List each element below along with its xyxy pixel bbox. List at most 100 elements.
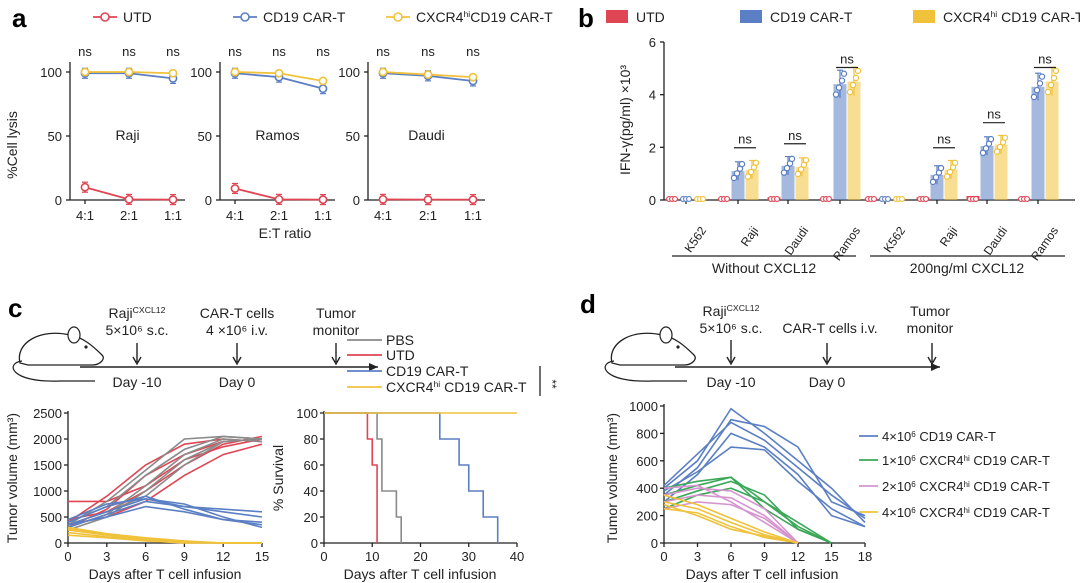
dot-b [738,160,746,168]
dot-b [854,67,862,75]
series-d [663,418,866,517]
ytick-label-a: 0 [353,193,360,208]
ytick-label-b: 0 [649,193,656,208]
mouse-c-tail [12,360,95,382]
ytick-label-c2: 60 [304,458,318,473]
legend-c-label-3-part: CD19 CAR-T [440,379,527,395]
series-c1 [67,435,263,521]
xtick-label-b: Raji [937,224,960,249]
event-sub-d-2: monitor [907,320,954,336]
dot-b [794,170,802,178]
legend-d-label-2-part: CXCR4 [916,479,964,494]
dot-b [832,91,840,98]
point-a [423,195,433,205]
point-a [80,182,90,192]
timeline-c-event-arrow [232,343,242,366]
dot-b [1033,86,1041,94]
group-label-b: Without CXCL12 [712,260,816,276]
panel-label-c: c [8,293,22,323]
xlabel-c2: Days after T cell infusion [344,566,497,582]
legend-d-label-0-part: CD19 CAR-T [916,429,996,444]
legend-a-label-2-part: CXCR4 [416,9,464,25]
subplot-title-raji: Raji [115,127,139,143]
sig-label-a: ns [122,44,136,59]
ytick-label-c1: 2000 [33,432,62,447]
ytick-label-a: 100 [338,65,360,80]
xlabel-c1: Days after T cell infusion [89,566,242,582]
xtick-label-b: Daudi [782,224,811,258]
dot-b [747,168,755,176]
ytick-label-a: 50 [198,129,212,144]
point-a [468,195,478,205]
series-c1 [68,438,263,503]
sig-label-b: ns [738,132,752,147]
xtick-label-c2: 30 [462,549,476,564]
xtick-label-d: 15 [824,549,838,564]
event-sub-c-2: monitor [313,322,360,338]
event-label-c-0: RajiCXCL12 [109,305,166,321]
series-d [663,494,799,544]
legend-d-label-0-part: 4×10 [882,429,911,444]
series-c2 [324,412,378,543]
xtick-label-c2: 10 [365,549,379,564]
point-a [318,76,328,86]
xtick-label-c1: 3 [103,549,110,564]
legend-a-label-2-part: CD19 CAR-T [470,9,553,25]
legend-d-label-2: 2×106 CXCR4hi CD19 CAR-T [882,479,1050,494]
bar-b [833,84,847,200]
legend-a-label-1: CD19 CAR-T [263,9,346,25]
series-d [663,421,866,519]
legend-d-label-3: 4×106 CXCR4hi CD19 CAR-T [882,505,1050,520]
dot-b [783,164,791,172]
series-c2 [324,412,499,543]
legend-d-label-1-part: 1×10 [882,453,911,468]
event-label-c-0-part: CXCL12 [133,305,166,315]
ytick-label-d: 400 [636,481,658,496]
legend-c-label-3-part: CXCR4 [386,379,434,395]
sig-label-a: ns [272,44,286,59]
event-label-d-0-part: Raji [703,303,727,319]
ytick-label-b: 6 [649,35,656,50]
point-a [423,70,433,79]
xtick-label-a: 1:1 [164,208,182,223]
event-sub-c-0: 5×10⁶ s.c. [106,322,169,338]
series-d [663,494,799,544]
series-c1 [67,500,263,529]
legend-d-label-1-part: hi [963,454,969,463]
day-label-d-1: Day 0 [809,374,846,390]
dot-b [672,196,678,202]
legend-d-label-3-part: CXCR4 [916,505,964,520]
xtick-label-d: 6 [727,549,734,564]
dot-b [797,166,805,173]
xtick-label-d: 12 [791,549,805,564]
sig-label-b: ns [937,132,951,147]
bar-b [994,144,1008,200]
panel-label-b: b [578,3,594,33]
sig-label-b: ns [840,52,854,67]
dot-b [1030,93,1038,101]
dot-b [1044,88,1052,96]
point-a [124,67,134,77]
subplot-title-ramos: Ramos [255,127,299,143]
legend-d-label-3-part: CD19 CAR-T [970,505,1050,520]
mouse-d-tail [604,360,687,382]
xtick-label-c1: 15 [255,549,269,564]
point-a [124,194,134,204]
ytick-label-c1: 500 [40,510,62,525]
dot-b [932,174,940,181]
legend-d-label-1-part: CD19 CAR-T [970,453,1050,468]
ytick-label-b: 2 [649,140,656,155]
series-d [663,501,799,544]
dot-b [1047,81,1055,89]
dot-b [973,196,979,202]
mouse-c-eye [84,345,88,349]
ylabel-c2: % Survival [270,445,286,511]
dot-b [943,173,951,180]
xtick-label-c1: 9 [181,549,188,564]
dot-b [788,155,796,163]
series-c1 [67,497,263,521]
dot-b [744,173,752,180]
dot-b [840,70,848,77]
dot-b [849,81,857,89]
